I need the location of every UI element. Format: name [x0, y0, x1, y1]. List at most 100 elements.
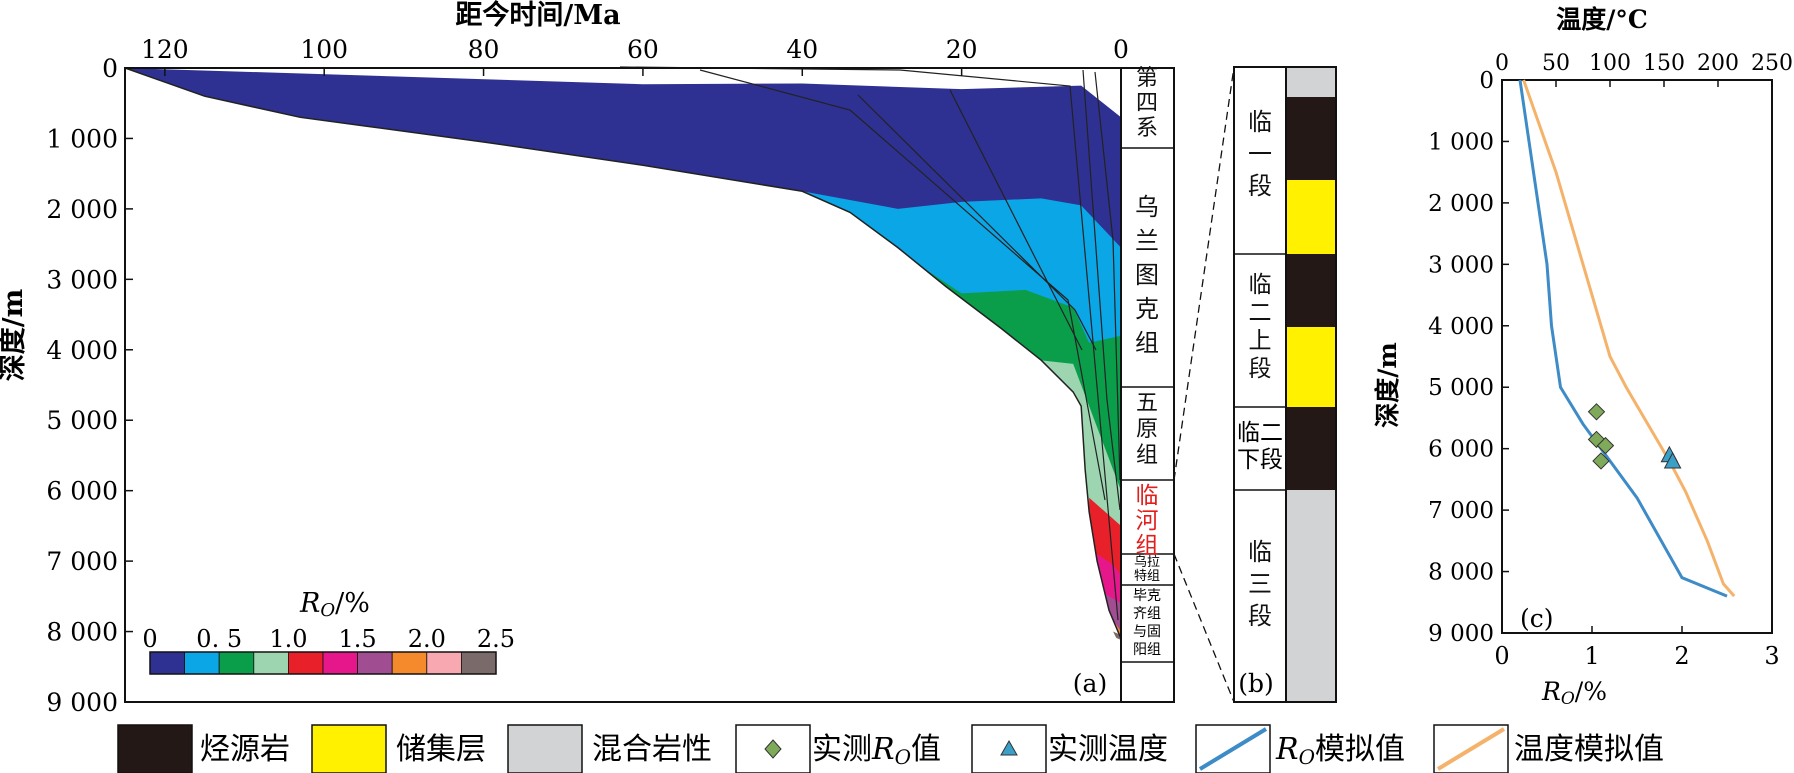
measured-ro-point — [1587, 403, 1606, 421]
a-x-tick-label: 120 — [141, 35, 189, 64]
litho-mixed — [1287, 68, 1335, 97]
diamond-marker-icon — [764, 739, 782, 759]
c-y-tick-label: 9 000 — [1428, 621, 1494, 647]
segment-lin3: 临三段 — [1248, 538, 1272, 630]
ro-swatch — [253, 651, 289, 675]
c-temp-tick-label: 0 — [1495, 51, 1509, 76]
ro-swatch — [357, 651, 393, 675]
ro-scale-frame — [149, 651, 497, 675]
formation-wulate: 乌拉特组 — [1134, 554, 1160, 584]
legend-item-reservoir: 储集层 — [311, 724, 486, 773]
horizon-line — [1082, 69, 1121, 511]
measured-temp-point — [1663, 451, 1682, 469]
c-temp-tick-label: 100 — [1589, 51, 1631, 76]
ro-color-scale: RO/% 0 0. 5 1.0 1.5 2.0 2.5 — [142, 588, 515, 675]
c-top-axis-title: 温度/°C — [1556, 5, 1648, 34]
formation-linhe: 临河组 — [1136, 483, 1159, 559]
horizon-line — [857, 94, 1097, 351]
ro-swatch — [149, 651, 185, 675]
ro-swatch — [287, 651, 324, 675]
c-y-tick-label: 0 — [1479, 68, 1494, 94]
ro-zone — [642, 165, 1121, 639]
ro-zone — [125, 68, 1121, 639]
panel-c: 温度/°C 深度/m RO/% 0 50 100 150 200 250 0 1 2 3 0 1 … — [1373, 5, 1793, 709]
ro-scale-tick: 0. 5 — [196, 625, 242, 653]
c-temp-tick-label: 250 — [1751, 51, 1793, 76]
a-y-tick-label: 1 000 — [46, 124, 118, 153]
ro-zones — [124, 67, 1122, 641]
formation-bikeqi-guyang: 毕克齐组与固阳组 — [1133, 588, 1161, 658]
a-y-axis-title: 深度/m — [0, 289, 29, 381]
legend: 烃源岩 储集层 混合岩性 实测RO值 实测温度 RO模拟值 温度模拟 — [117, 724, 1664, 773]
horizon-line — [699, 69, 1106, 501]
ro-swatch — [460, 651, 497, 675]
a-y-ticks: 0 1 000 2 000 3 000 4 000 5 000 6 000 7 000 8 00… — [46, 54, 133, 717]
ro-scale-tick: 1.5 — [339, 625, 377, 653]
a-x-tick-label: 40 — [786, 35, 818, 64]
ro-scale-title: RO/% — [299, 588, 370, 621]
a-x-tick-label: 80 — [468, 35, 500, 64]
measured-ro-point — [1596, 436, 1615, 455]
legend-label-measured-temp: 实测温度 — [1048, 732, 1168, 767]
c-y-tick-label: 2 000 — [1428, 191, 1494, 217]
c-panel-label: (c) — [1520, 604, 1554, 633]
formation-column: 第四系 乌兰图克组 五原组 临河组 乌拉特组 毕克齐组与固阳组 — [1120, 66, 1175, 703]
ro-sim-line — [1518, 79, 1728, 598]
legend-item-sim-temp: 温度模拟值 — [1433, 724, 1664, 773]
c-y-tick-label: 8 000 — [1428, 560, 1494, 586]
ro-scale-swatches — [149, 651, 497, 675]
measured-ro-point — [1592, 452, 1610, 470]
a-x-ticks: 120 100 80 60 40 20 0 — [141, 35, 1129, 76]
a-y-tick-label: 6 000 — [46, 477, 118, 506]
horizon-line — [1094, 71, 1121, 481]
a-y-tick-label: 5 000 — [46, 406, 118, 435]
horizon-line — [949, 89, 1083, 351]
legend-swatch-source — [117, 724, 193, 773]
a-y-tick-label: 9 000 — [46, 688, 118, 717]
c-ro-tick-label: 2 — [1674, 642, 1689, 670]
legend-label-sim-temp: 温度模拟值 — [1514, 732, 1664, 767]
b-panel-label: (b) — [1238, 669, 1274, 698]
ro-scale-tick: 1.0 — [269, 625, 307, 653]
a-y-tick-label: 8 000 — [46, 618, 118, 647]
a-y-tick-label: 3 000 — [46, 265, 118, 294]
legend-item-measured-temp: 实测温度 — [971, 724, 1168, 773]
c-y-tick-label: 7 000 — [1428, 498, 1494, 524]
litho-source — [1287, 407, 1335, 490]
c-x-axis-title: RO/% — [1541, 677, 1607, 709]
ro-swatch — [218, 651, 255, 675]
ro-zone — [1113, 631, 1121, 641]
c-ro-tick-label: 0 — [1494, 642, 1509, 670]
formation-wuyuan: 五原组 — [1136, 391, 1158, 468]
c-y-ticks: 0 1 000 2 000 3 000 4 000 5 000 6 000 7 000 8 00… — [1428, 68, 1509, 647]
formation-frame — [1120, 67, 1175, 703]
c-y-tick-label: 3 000 — [1428, 252, 1494, 278]
segment-lin2-lower: 临二下段 — [1237, 420, 1283, 473]
c-ro-ticks: 0 1 2 3 — [1494, 626, 1780, 670]
a-x-tick-label: 60 — [627, 35, 659, 64]
a-y-tick-label: 0 — [102, 54, 118, 83]
ro-swatch — [391, 651, 428, 675]
ro-swatch — [184, 651, 220, 675]
formation-wulantuke: 乌兰图克组 — [1135, 193, 1159, 357]
c-y-tick-label: 4 000 — [1428, 314, 1494, 340]
segment-lin2-upper: 临二上段 — [1249, 272, 1272, 382]
ro-zone — [921, 267, 1121, 639]
panel-a: 距今时间/Ma 深度/m 120 100 80 60 40 20 0 0 1 000 2 000… — [0, 0, 1175, 717]
connector-bottom — [1173, 553, 1235, 703]
triangle-marker-icon — [1000, 739, 1018, 756]
basement-curve — [124, 67, 1122, 639]
c-temp-tick-label: 200 — [1697, 51, 1739, 76]
ro-scale-ticks: 0 0. 5 1.0 1.5 2.0 2.5 — [142, 625, 515, 653]
temp-sim-line — [1522, 79, 1736, 598]
c-y-tick-label: 5 000 — [1428, 375, 1494, 401]
legend-label-source-rock: 烃源岩 — [200, 732, 290, 767]
legend-item-mixed: 混合岩性 — [507, 724, 712, 773]
legend-swatch-reservoir — [311, 724, 387, 773]
panel-b: 临一段 临二上段 临二下段 临三段 (b) — [1233, 66, 1337, 703]
c-temp-tick-label: 50 — [1542, 51, 1570, 76]
legend-item-measured-ro: 实测RO值 — [735, 724, 941, 773]
connector-top — [1173, 66, 1235, 481]
a-x-tick-label: 100 — [300, 35, 348, 64]
c-ro-tick-label: 3 — [1764, 642, 1779, 670]
